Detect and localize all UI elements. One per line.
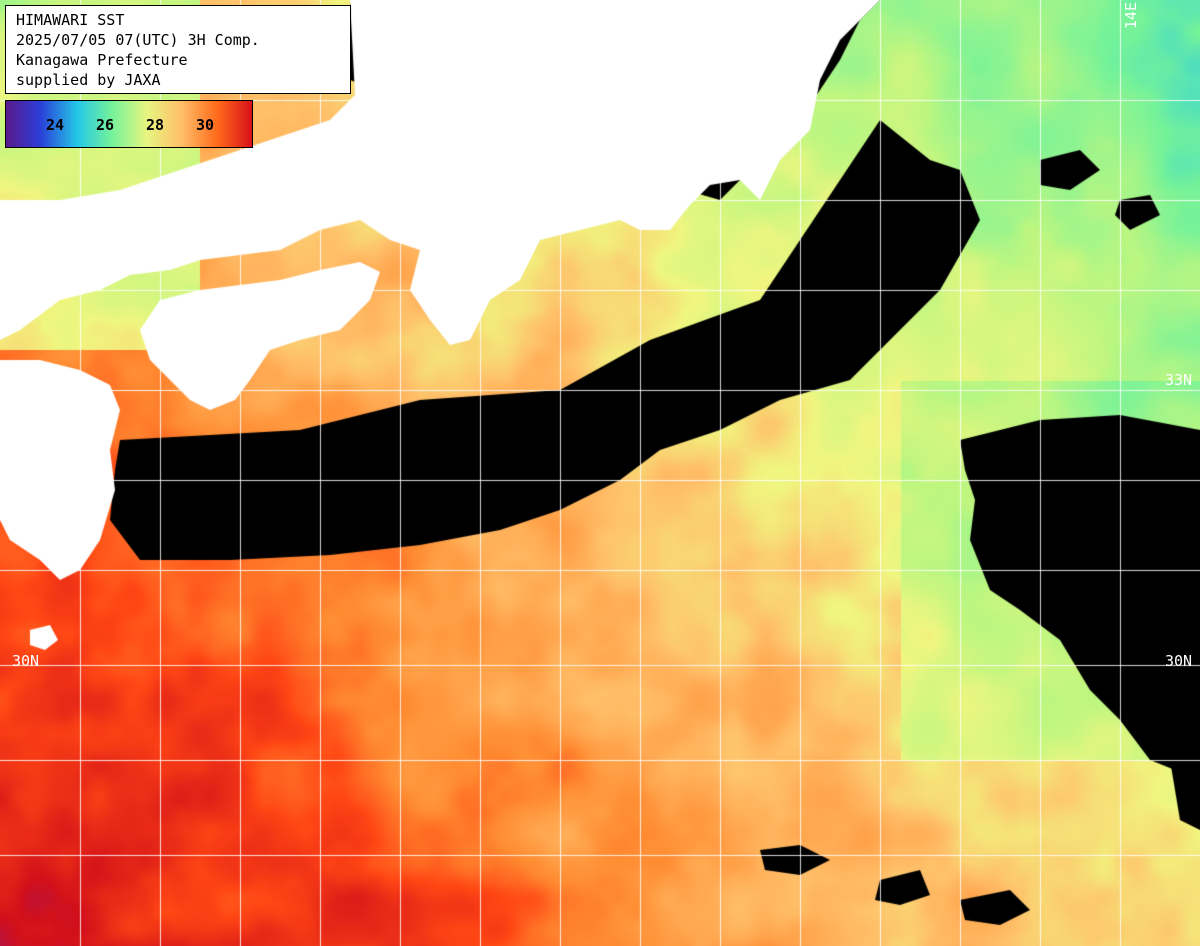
title-line-2: 2025/07/05 07(UTC) 3H Comp. (16, 31, 260, 49)
title-line-4: supplied by JAXA (16, 71, 161, 89)
lon-label-14e: 14E (1122, 2, 1140, 30)
colorbar-tick-26: 26 (96, 116, 115, 134)
colorbar-tick-30: 30 (196, 116, 215, 134)
title-line-3: Kanagawa Prefecture (16, 51, 188, 69)
colorbar-tick-24: 24 (46, 116, 65, 134)
colorbar-tick-28: 28 (146, 116, 165, 134)
title-panel: HIMAWARI SST 2025/07/05 07(UTC) 3H Comp.… (5, 5, 351, 94)
title-line-1: HIMAWARI SST (16, 11, 125, 29)
lat-label-33n-right: 33N (1165, 371, 1193, 389)
lat-label-30n-right: 30N (1165, 652, 1193, 670)
lat-label-30n-left: 30N (12, 652, 40, 670)
color-bar-legend: 24 26 28 30 (5, 100, 253, 148)
lon-label-136e: 136E (481, 4, 499, 41)
